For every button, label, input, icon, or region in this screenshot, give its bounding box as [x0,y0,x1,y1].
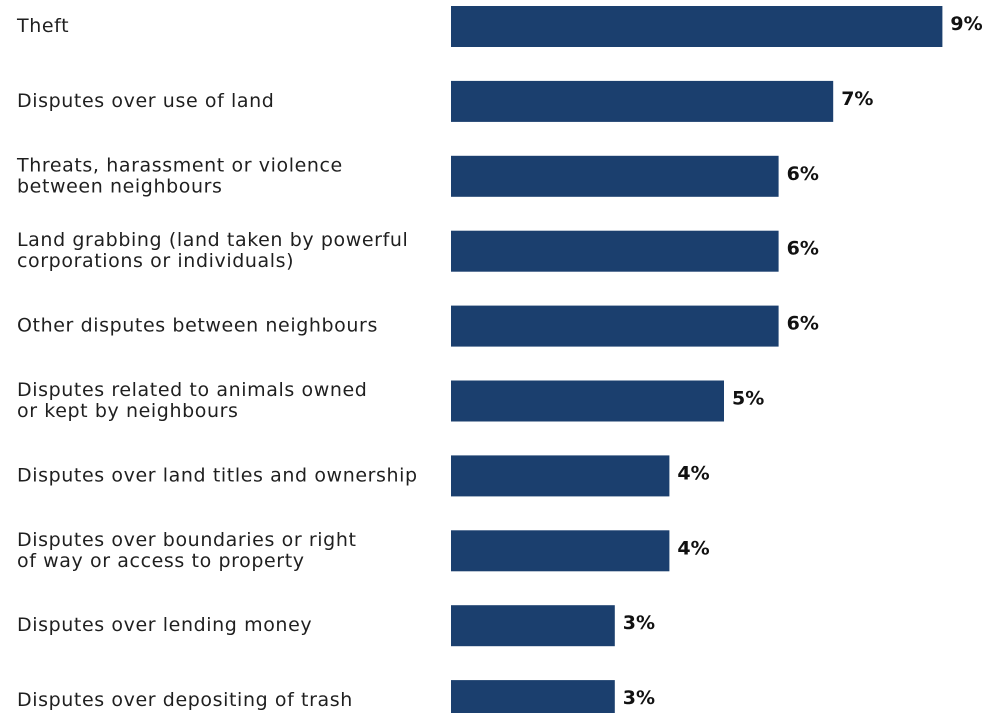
category-label-4: Land grabbing (land taken by powerful cor… [17,229,408,272]
category-label-line: Other disputes between neighbours [17,315,378,337]
category-label-1: Theft [16,15,69,37]
bars-layer [451,6,943,713]
category-label-5: Other disputes between neighbours [17,315,378,337]
category-label-10: Disputes over depositing of trash [17,689,353,711]
category-label-line: Disputes over land titles and ownership [17,464,418,486]
value-label-7: 4% [677,462,709,484]
bar-10 [451,680,615,713]
value-label-2: 7% [841,88,873,110]
bar-8 [451,530,670,572]
value-label-6: 5% [732,388,764,410]
bar-1 [451,6,943,47]
bar-5 [451,305,779,347]
category-label-line: Theft [16,15,69,37]
category-label-9: Disputes over lending money [17,614,312,636]
value-label-8: 4% [677,537,709,559]
value-label-3: 6% [787,163,819,185]
category-label-8: Disputes over boundaries or right of way … [17,529,357,572]
category-label-line: or kept by neighbours [17,400,239,422]
category-label-line: Disputes related to animals owned [17,379,367,401]
bar-7 [451,455,670,497]
category-label-line: Disputes over depositing of trash [17,689,353,711]
value-label-5: 6% [787,313,819,335]
category-label-line: between neighbours [17,175,223,197]
category-label-line: Disputes over use of land [17,90,274,112]
category-label-line: corporations or individuals) [17,250,294,272]
category-label-line: Land grabbing (land taken by powerful [17,229,408,251]
bar-4 [451,230,779,272]
category-label-line: Disputes over lending money [17,614,312,636]
bar-3 [451,155,779,197]
value-label-4: 6% [787,238,819,260]
category-label-line: Disputes over boundaries or right [17,529,357,551]
bar-2 [451,80,834,122]
category-label-line: Threats, harassment or violence [16,154,343,176]
category-label-3: Threats, harassment or violence between n… [16,154,343,197]
value-label-1: 9% [950,13,982,35]
value-labels-layer: 9% 7% 6% 6% 6% 5% 4% 4% 3% 3% [623,13,983,709]
category-labels-layer: Theft Disputes over use of land Threats, h… [16,15,418,711]
value-label-10: 3% [623,687,655,709]
value-label-9: 3% [623,612,655,634]
category-label-2: Disputes over use of land [17,90,274,112]
bar-9 [451,605,615,647]
bar-6 [451,380,724,422]
category-label-7: Disputes over land titles and ownership [17,464,418,486]
category-label-line: of way or access to property [17,550,305,572]
category-label-6: Disputes related to animals owned or kept… [17,379,367,422]
